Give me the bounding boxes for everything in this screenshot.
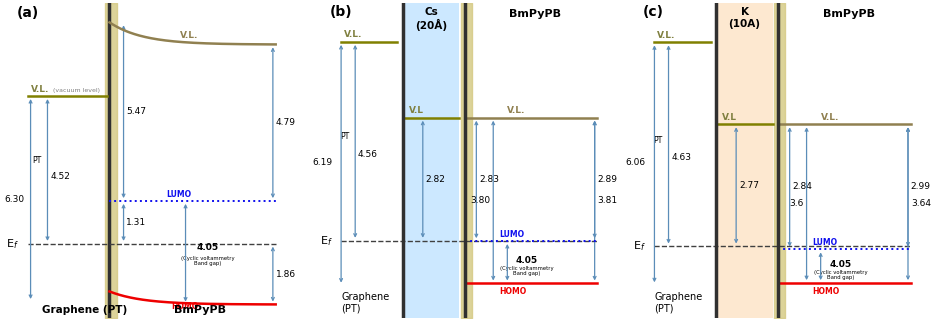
Text: V.L.: V.L. bbox=[344, 30, 362, 39]
Text: BmPyPB: BmPyPB bbox=[173, 305, 226, 315]
Text: (a): (a) bbox=[17, 6, 38, 20]
Text: Graphene
(PT): Graphene (PT) bbox=[653, 292, 702, 314]
Text: Cs
(20Å): Cs (20Å) bbox=[415, 7, 446, 31]
Text: (vacuum level): (vacuum level) bbox=[53, 88, 100, 93]
Text: (Cyclic voltammetry
Band gap): (Cyclic voltammetry Band gap) bbox=[500, 265, 553, 276]
Text: V.L.: V.L. bbox=[506, 106, 525, 115]
Text: Graphene
(PT): Graphene (PT) bbox=[341, 292, 389, 314]
Text: 6.19: 6.19 bbox=[313, 158, 332, 167]
Text: BmPyPB: BmPyPB bbox=[509, 9, 561, 19]
Text: E$_f$: E$_f$ bbox=[633, 239, 645, 253]
Text: (Cyclic voltammetry
Band gap): (Cyclic voltammetry Band gap) bbox=[181, 256, 235, 266]
Text: 4.79: 4.79 bbox=[275, 118, 296, 127]
Text: 4.05: 4.05 bbox=[828, 260, 851, 269]
Text: V.L.: V.L. bbox=[820, 113, 838, 122]
Text: 4.56: 4.56 bbox=[358, 150, 377, 159]
Text: 2.89: 2.89 bbox=[597, 175, 617, 184]
Text: 6.06: 6.06 bbox=[625, 158, 645, 167]
Text: 3.81: 3.81 bbox=[597, 196, 617, 205]
Text: 3.80: 3.80 bbox=[470, 196, 490, 205]
Text: 6.30: 6.30 bbox=[5, 195, 25, 204]
Text: E$_f$: E$_f$ bbox=[7, 237, 20, 251]
Text: E$_f$: E$_f$ bbox=[319, 234, 332, 247]
Text: 4.05: 4.05 bbox=[516, 256, 537, 265]
Text: 4.63: 4.63 bbox=[670, 153, 691, 162]
Text: 4.05: 4.05 bbox=[197, 243, 219, 252]
Text: 2.99: 2.99 bbox=[910, 182, 929, 191]
Text: 2.84: 2.84 bbox=[792, 182, 812, 191]
Text: 1.31: 1.31 bbox=[126, 218, 146, 227]
Text: K
(10A): K (10A) bbox=[728, 7, 760, 29]
Text: 2.82: 2.82 bbox=[425, 175, 445, 184]
Text: PT: PT bbox=[653, 135, 662, 144]
Text: LUMO: LUMO bbox=[812, 238, 837, 247]
Text: PT: PT bbox=[33, 156, 42, 165]
Bar bbox=[402, 3, 459, 318]
Text: 5.47: 5.47 bbox=[126, 107, 146, 116]
Text: (c): (c) bbox=[642, 5, 664, 19]
Text: (b): (b) bbox=[329, 5, 352, 19]
Text: 2.83: 2.83 bbox=[478, 175, 499, 184]
Text: LUMO: LUMO bbox=[166, 190, 191, 199]
Text: HOMO: HOMO bbox=[812, 287, 839, 296]
Text: V.L.: V.L. bbox=[180, 31, 198, 40]
Text: HOMO: HOMO bbox=[498, 287, 525, 296]
Text: 2.77: 2.77 bbox=[739, 181, 758, 190]
Bar bbox=[716, 3, 772, 318]
Text: (Cyclic voltammetry
Band gap): (Cyclic voltammetry Band gap) bbox=[812, 270, 867, 281]
Text: V.L.: V.L. bbox=[656, 31, 675, 40]
Text: Graphene (PT): Graphene (PT) bbox=[42, 305, 127, 315]
Text: 3.64: 3.64 bbox=[910, 199, 929, 208]
Text: 3.6: 3.6 bbox=[788, 199, 803, 208]
Text: LUMO: LUMO bbox=[498, 230, 523, 239]
Text: V.L: V.L bbox=[408, 106, 423, 115]
Text: 4.52: 4.52 bbox=[51, 172, 70, 181]
Text: PT: PT bbox=[340, 133, 349, 142]
Text: V.L: V.L bbox=[722, 113, 737, 122]
Text: HOMO: HOMO bbox=[171, 302, 198, 311]
Text: BmPyPB: BmPyPB bbox=[822, 9, 874, 19]
Text: 1.86: 1.86 bbox=[275, 270, 296, 279]
Text: V.L.: V.L. bbox=[31, 84, 49, 93]
